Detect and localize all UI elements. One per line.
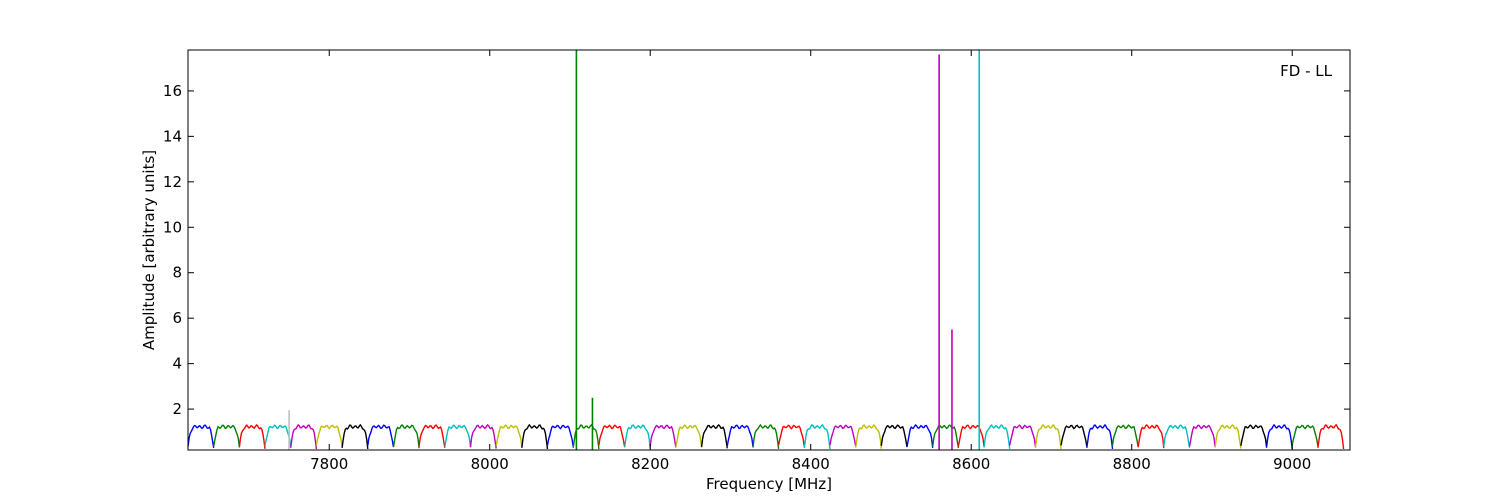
subband-series [623, 424, 651, 449]
subband-series [521, 423, 549, 450]
y-tick-label: 4 [172, 355, 182, 373]
spike-layer [288, 50, 981, 450]
subband-series [290, 423, 318, 450]
subband-series [367, 424, 395, 448]
y-tick-label: 12 [163, 173, 182, 191]
subband-series [752, 423, 780, 449]
x-tick-label: 8600 [952, 455, 990, 473]
subband-series [1188, 424, 1216, 448]
x-tick-label: 9000 [1273, 455, 1311, 473]
subband-series [495, 424, 523, 447]
subband-series [1240, 424, 1268, 447]
subband-series [1060, 424, 1088, 447]
subband-series [803, 423, 831, 450]
subband-series [238, 424, 266, 449]
plot-annotation: FD - LL [1280, 62, 1332, 80]
subband-series [906, 424, 934, 448]
y-axis-ticks: 2 4 6 8 10 12 14 16 [163, 82, 1350, 418]
subband-series [444, 424, 472, 448]
subband-series [315, 424, 343, 447]
y-tick-label: 2 [172, 400, 182, 418]
subband-series [1317, 423, 1345, 450]
subband-series [598, 424, 626, 447]
subband-series [1111, 424, 1139, 448]
subband-series [1163, 424, 1191, 448]
subband-series [1291, 424, 1319, 447]
x-axis-ticks: 7800 8000 8200 8400 8600 8800 9000 [310, 50, 1311, 473]
subband-series [957, 424, 985, 448]
y-tick-label: 8 [172, 264, 182, 282]
subband-series [418, 424, 446, 448]
subband-series [1034, 423, 1062, 450]
y-tick-label: 6 [172, 309, 182, 327]
y-tick-label: 16 [163, 82, 182, 100]
subband-series [1086, 423, 1114, 449]
series-layer [187, 423, 1345, 450]
x-tick-label: 8800 [1113, 455, 1151, 473]
subband-series [213, 424, 241, 448]
subband-series [649, 424, 677, 448]
subband-series [880, 424, 908, 448]
subband-series [1137, 424, 1165, 449]
subband-series [777, 424, 805, 447]
subband-series [392, 424, 420, 449]
x-tick-label: 8000 [471, 455, 509, 473]
subband-series [341, 423, 369, 449]
subband-series [983, 424, 1011, 449]
plot-frame [187, 49, 1351, 451]
subband-series [726, 424, 754, 447]
subband-series [264, 424, 292, 447]
subband-series [1214, 424, 1242, 449]
subband-series [700, 424, 728, 449]
x-tick-label: 7800 [310, 455, 348, 473]
subband-series [932, 424, 960, 449]
subband-series [855, 424, 882, 449]
subband-series [546, 424, 574, 447]
y-tick-label: 10 [163, 218, 182, 236]
x-tick-label: 8200 [631, 455, 669, 473]
x-axis-label: Frequency [MHz] [706, 475, 832, 493]
subband-series [1009, 424, 1037, 447]
x-tick-label: 8400 [792, 455, 830, 473]
subband-series [469, 424, 497, 449]
subband-series [675, 424, 703, 448]
y-axis-label: Amplitude [arbitrary units] [140, 150, 158, 350]
y-tick-label: 14 [163, 127, 182, 145]
subband-series [829, 424, 857, 447]
subband-series [572, 423, 600, 450]
subband-series [187, 424, 215, 449]
subband-series [1265, 423, 1293, 450]
